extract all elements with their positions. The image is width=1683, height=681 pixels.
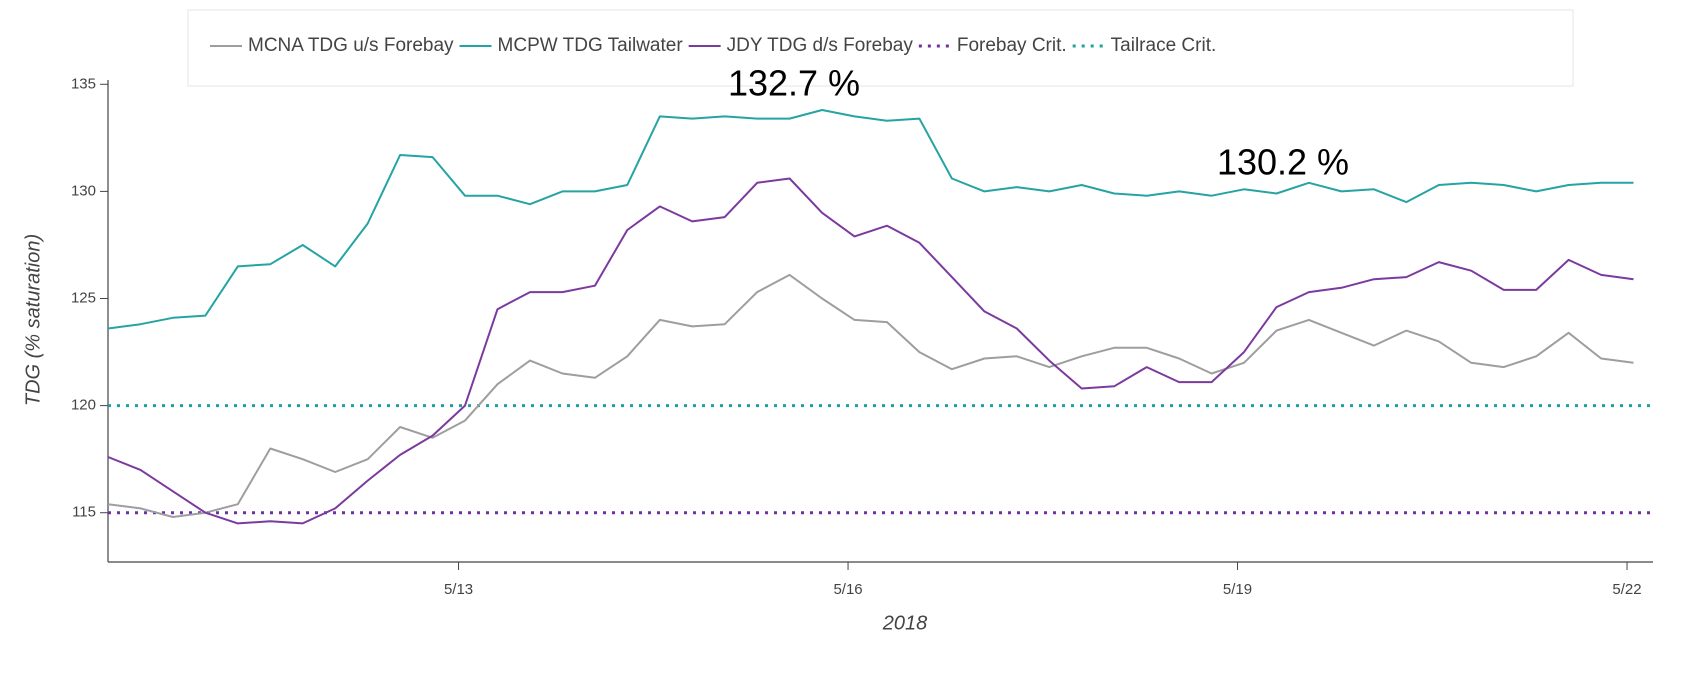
- x-tick-label: 5/13: [444, 581, 473, 598]
- y-tick-label: 130: [71, 182, 96, 199]
- x-tick-label: 5/19: [1223, 581, 1252, 598]
- x-tick-label: 5/16: [833, 581, 862, 598]
- annotation: 132.7 %: [728, 63, 860, 104]
- series-line: [107, 273, 1634, 518]
- legend-box: [187, 9, 1574, 87]
- annotation: 130.2 %: [1217, 142, 1349, 183]
- y-axis-title: TDG (% saturation): [22, 234, 44, 406]
- legend-label: Forebay Crit.: [957, 35, 1067, 56]
- legend-label: JDY TDG d/s Forebay: [727, 35, 914, 56]
- series-line: [107, 177, 1634, 525]
- x-axis-title: 2018: [882, 612, 928, 634]
- legend-label: MCPW TDG Tailwater: [498, 35, 684, 56]
- y-tick-label: 115: [72, 504, 96, 521]
- y-tick-label: 135: [71, 75, 96, 92]
- y-tick-label: 125: [71, 289, 96, 306]
- legend-label: MCNA TDG u/s Forebay: [248, 35, 454, 56]
- y-tick-label: 120: [71, 397, 96, 414]
- series-line: [107, 109, 1634, 330]
- x-tick-label: 5/22: [1612, 581, 1641, 598]
- legend-label: Tailrace Crit.: [1111, 35, 1217, 56]
